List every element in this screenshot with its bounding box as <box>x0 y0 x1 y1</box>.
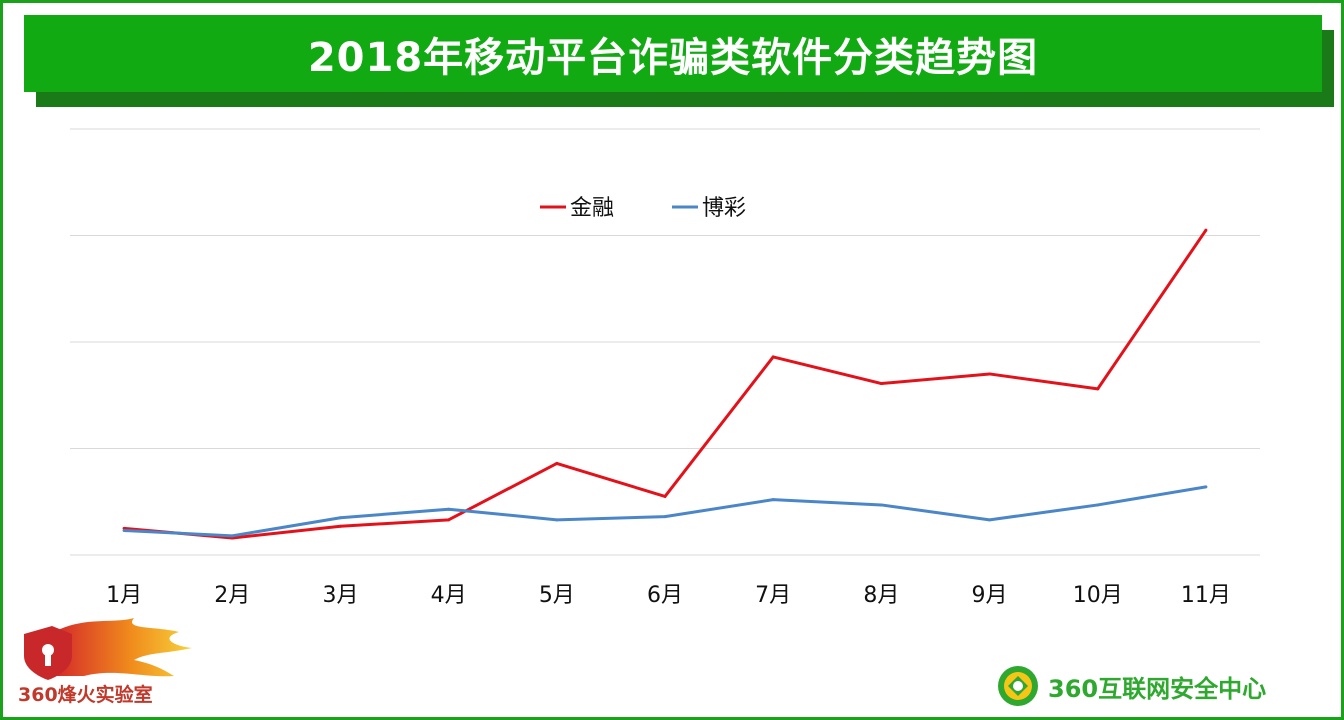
data-point <box>1096 387 1100 391</box>
x-tick-label: 8月 <box>863 583 899 608</box>
data-point <box>879 503 883 507</box>
legend-label: 金融 <box>570 196 614 221</box>
gridlines <box>70 128 1260 556</box>
data-point <box>771 355 775 359</box>
data-point <box>771 498 775 502</box>
data-point <box>663 494 667 498</box>
data-point <box>1204 228 1208 232</box>
data-point <box>663 515 667 519</box>
security-center-logo-text: 360互联网安全中心 <box>1048 674 1267 703</box>
x-tick-label: 7月 <box>755 583 791 608</box>
x-tick-label: 9月 <box>972 583 1008 608</box>
fire-lab-logo-text: 360烽火实验室 <box>18 684 153 706</box>
data-point <box>879 382 883 386</box>
data-point <box>1096 503 1100 507</box>
title-banner: 2018年移动平台诈骗类软件分类趋势图 <box>24 15 1322 92</box>
data-point <box>555 461 559 465</box>
x-tick-label: 11月 <box>1181 583 1231 608</box>
data-point <box>338 524 342 528</box>
x-tick-label: 4月 <box>431 583 467 608</box>
security-center-logo: 360互联网安全中心 <box>996 664 1266 708</box>
data-point <box>338 516 342 520</box>
x-tick-label: 3月 <box>322 583 358 608</box>
series-lines <box>122 228 1208 540</box>
legend: 金融 博彩 <box>540 196 746 221</box>
data-point <box>447 507 451 511</box>
data-point <box>1204 485 1208 489</box>
chart-title: 2018年移动平台诈骗类软件分类趋势图 <box>307 34 1039 81</box>
x-axis-tick-labels: 1月 2月 3月 4月 5月 6月 7月 8月 9月 10月 11月 <box>106 583 1231 608</box>
data-point <box>555 518 559 522</box>
x-tick-label: 2月 <box>214 583 250 608</box>
series-line-finance <box>123 229 1208 540</box>
data-point <box>122 529 126 533</box>
fire-lab-logo-icon <box>24 618 192 680</box>
legend-label: 博彩 <box>702 196 746 221</box>
x-tick-label: 1月 <box>106 583 142 608</box>
data-point <box>230 534 234 538</box>
data-point <box>447 518 451 522</box>
x-tick-label: 6月 <box>647 583 683 608</box>
security-center-emblem-icon <box>998 666 1038 706</box>
x-tick-label: 10月 <box>1073 583 1123 608</box>
data-point <box>988 518 992 522</box>
data-point <box>988 372 992 376</box>
x-tick-label: 5月 <box>539 583 575 608</box>
